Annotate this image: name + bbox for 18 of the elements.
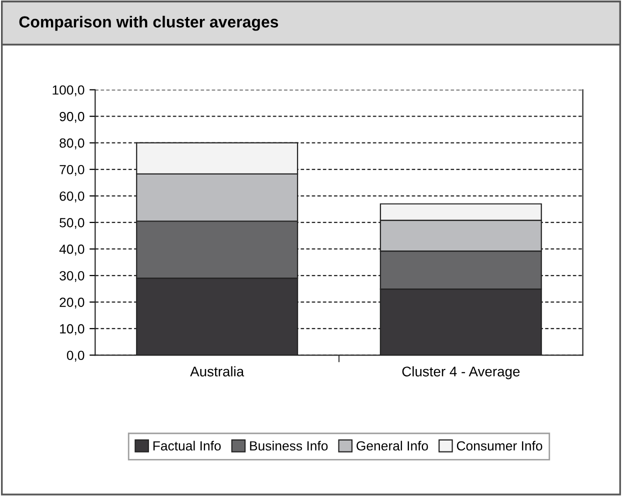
chart-title: Comparison with cluster averages — [19, 16, 278, 31]
y-tick-label: 100,0 — [52, 85, 84, 96]
y-tick-label: 50,0 — [60, 218, 84, 229]
y-tick-label: 30,0 — [60, 271, 84, 282]
y-tick-label: 60,0 — [60, 191, 84, 202]
y-tick-label: 80,0 — [60, 138, 84, 150]
x-tick-label: Australia — [190, 366, 244, 376]
x-tick-label: Cluster 4 - Average — [402, 366, 520, 380]
y-tick-label: 20,0 — [60, 298, 84, 309]
y-tick-label: 10,0 — [60, 324, 84, 336]
y-tick-label: 90,0 — [60, 112, 84, 123]
legend-label: Consumer Info — [456, 440, 542, 451]
y-tick-label: 40,0 — [59, 244, 84, 256]
legend-label: Business Info — [250, 440, 328, 451]
y-tick-label: 0,0 — [66, 350, 84, 362]
y-tick-label: 70,0 — [60, 164, 84, 176]
legend-label: Factual Info — [153, 440, 221, 451]
legend-label: General Info — [356, 440, 428, 451]
